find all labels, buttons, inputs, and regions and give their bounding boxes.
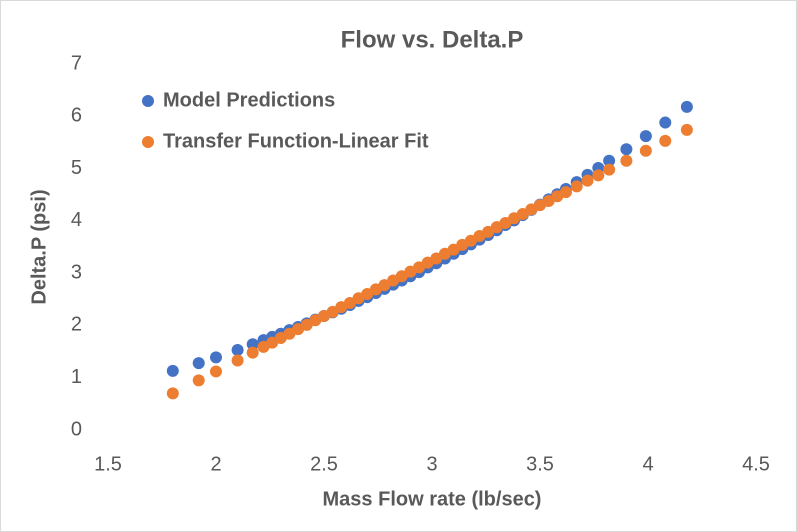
data-point [166,387,179,400]
data-point [620,154,633,167]
data-point [231,344,244,357]
data-point [559,186,572,199]
data-point [639,130,652,143]
data-point [620,143,633,156]
data-point [680,100,693,113]
legend-marker [142,95,154,107]
y-tick-label: 5 [71,157,82,179]
y-tick-label: 7 [71,52,82,74]
data-point [659,116,672,129]
data-point [659,134,672,147]
data-point [210,365,222,378]
y-tick-label: 1 [71,366,82,388]
data-point [603,154,616,167]
x-tick-label: 1.5 [94,453,122,475]
y-tick-label: 2 [71,314,82,336]
y-axis-title: Delta.P (psi) [28,189,50,304]
y-tick-label: 3 [71,261,82,283]
legend-label: Transfer Function-Linear Fit [163,130,429,152]
x-tick-label: 2 [210,453,221,475]
data-point [639,144,652,157]
legend-label: Model Predictions [163,89,335,111]
x-tick-label: 3.5 [526,453,554,475]
data-point [192,374,205,387]
data-point [231,354,244,367]
data-point [246,346,259,359]
x-tick-label: 3 [426,453,437,475]
y-tick-label: 6 [71,105,82,127]
data-point [246,338,259,351]
y-tick-label: 0 [71,418,82,440]
x-tick-label: 2.5 [310,453,338,475]
data-point [603,163,616,176]
data-point [210,351,222,364]
y-tick-label: 4 [71,209,82,231]
x-axis-title: Mass Flow rate (lb/sec) [323,488,542,510]
data-point [570,180,583,193]
x-tick-label: 4 [642,453,653,475]
legend-marker [142,136,154,148]
data-point [680,123,693,136]
data-point [592,169,605,182]
data-point [166,364,179,377]
x-tick-label: 4.5 [742,453,770,475]
data-point [581,174,594,187]
chart-title: Flow vs. Delta.P [341,26,524,53]
data-point [192,357,205,370]
